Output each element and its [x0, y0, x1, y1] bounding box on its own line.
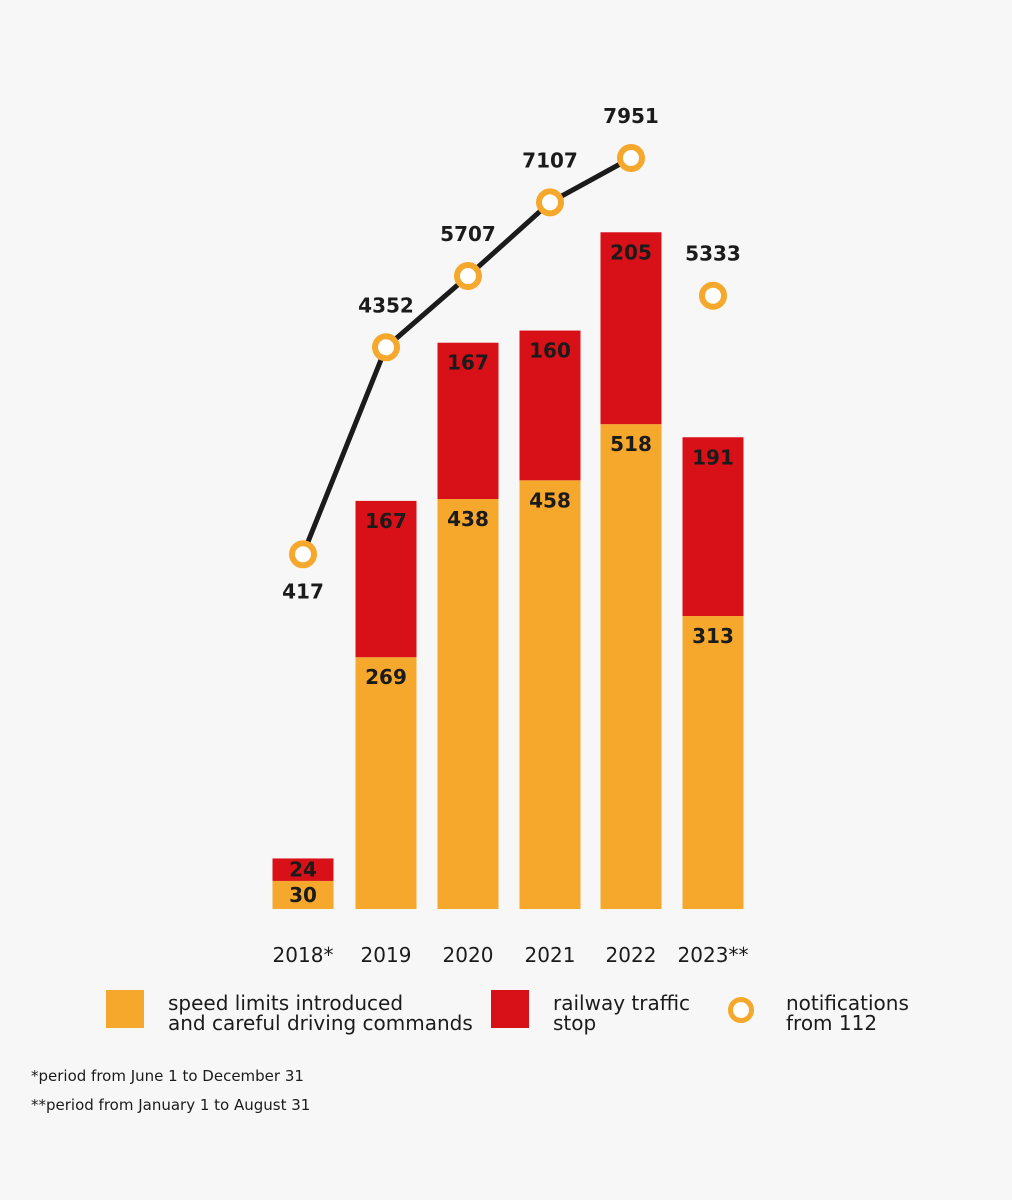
bar-railway-stop-2 — [437, 342, 499, 500]
notification-label-3: 7107 — [522, 148, 578, 172]
legend-swatch-red — [491, 990, 529, 1028]
value-label-railway-stop-2: 167 — [447, 351, 489, 375]
line-layer — [289, 144, 727, 569]
x-tick-label-1: 2019 — [361, 943, 412, 967]
legend-item-speed-limits: speed limits introduced and careful driv… — [106, 990, 473, 1033]
notification-point-0 — [289, 540, 317, 569]
value-label-speed-limits-5: 313 — [692, 624, 734, 648]
bar-layer — [272, 232, 744, 909]
value-label-railway-stop-0: 24 — [289, 858, 317, 882]
value-label-speed-limits-3: 458 — [529, 488, 571, 512]
value-label-railway-stop-3: 160 — [529, 339, 571, 363]
x-tick-label-5: 2023** — [678, 943, 749, 967]
bar-speed-limits-2 — [437, 499, 499, 909]
value-label-speed-limits-2: 438 — [447, 507, 489, 531]
notification-point-5 — [699, 281, 727, 310]
x-tick-label-4: 2022 — [606, 943, 657, 967]
x-tick-label-3: 2021 — [525, 943, 576, 967]
footnote-2018: *period from June 1 to December 31 — [31, 1067, 304, 1085]
bar-railway-stop-4 — [600, 232, 662, 425]
bar-railway-stop-3 — [519, 330, 581, 481]
legend-label-notifications: notifications from 112 — [786, 991, 909, 1035]
x-tick-label-0: 2018* — [273, 943, 334, 967]
notification-point-3 — [536, 188, 564, 217]
value-label-speed-limits-4: 518 — [610, 432, 652, 456]
notification-label-0: 417 — [282, 579, 324, 603]
notification-label-5: 5333 — [685, 242, 741, 266]
value-label-speed-limits-0: 30 — [289, 883, 317, 907]
value-label-railway-stop-4: 205 — [610, 240, 652, 264]
bar-railway-stop-0 — [272, 858, 334, 881]
value-label-railway-stop-1: 167 — [365, 509, 407, 533]
bar-speed-limits-1 — [355, 657, 417, 909]
x-tick-label-2: 2020 — [443, 943, 494, 967]
notification-label-1: 4352 — [358, 293, 414, 317]
value-label-railway-stop-5: 191 — [692, 445, 734, 469]
bar-railway-stop-5 — [682, 437, 744, 617]
legend-item-notifications: notifications from 112 — [726, 990, 909, 1033]
notification-point-1 — [372, 333, 400, 362]
notification-label-2: 5707 — [440, 222, 496, 246]
notification-label-4: 7951 — [603, 104, 659, 128]
bar-speed-limits-5 — [682, 616, 744, 909]
value-label-speed-limits-1: 269 — [365, 665, 407, 689]
legend-label-railway-stop: railway traffic stop — [553, 991, 691, 1035]
legend-item-railway-stop: railway traffic stop — [491, 990, 690, 1033]
legend: speed limits introduced and careful driv… — [0, 990, 1012, 1040]
bar-speed-limits-3 — [519, 480, 581, 909]
legend-ring-icon — [728, 997, 754, 1023]
notification-point-4 — [617, 144, 645, 172]
footnote-2023: **period from January 1 to August 31 — [31, 1096, 311, 1114]
bar-speed-limits-0 — [272, 880, 334, 909]
notification-point-2 — [454, 262, 482, 291]
bar-railway-stop-1 — [355, 500, 417, 658]
legend-swatch-orange — [106, 990, 144, 1028]
legend-label-speed-limits: speed limits introduced and careful driv… — [168, 991, 473, 1035]
bar-speed-limits-4 — [600, 424, 662, 909]
